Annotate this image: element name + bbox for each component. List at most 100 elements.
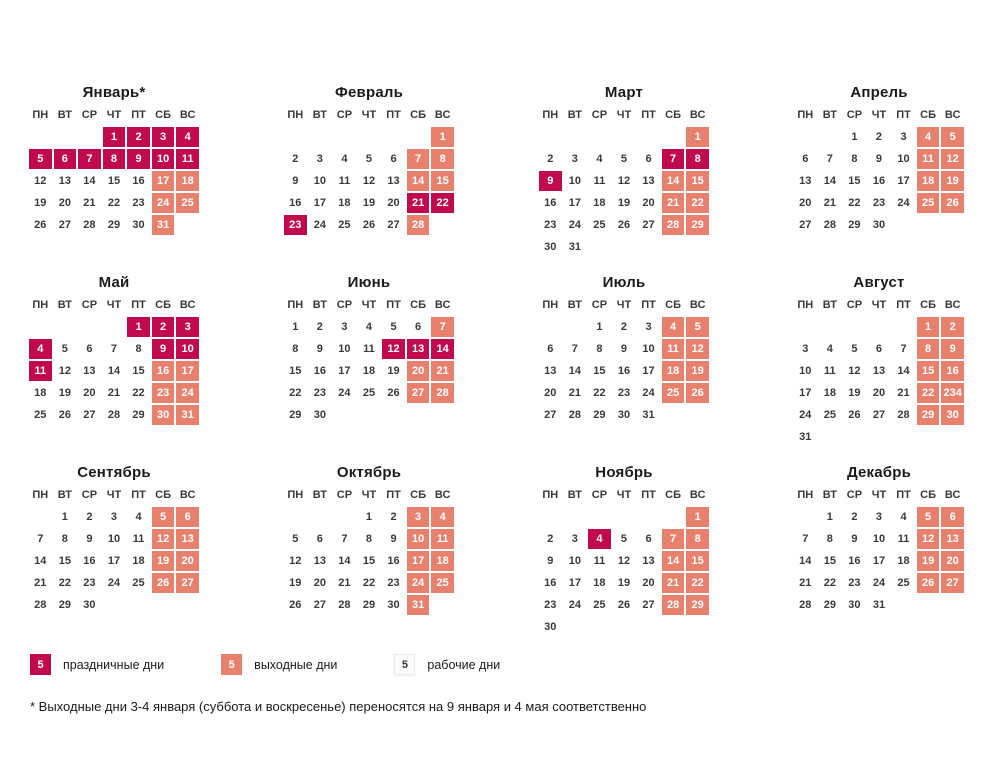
- day-cell: 9: [940, 338, 965, 360]
- day-cell: 19: [916, 550, 941, 572]
- day-cell: 16: [872, 175, 886, 187]
- day-cell: 23: [848, 577, 861, 589]
- day-cell: 4: [175, 126, 200, 148]
- day-cell: 12: [848, 365, 861, 377]
- weekday-label: СБ: [665, 109, 682, 121]
- weekday-label: ВТ: [57, 489, 72, 501]
- empty-cell: [102, 594, 127, 616]
- empty-cell: [587, 616, 612, 638]
- day-cell: 3: [151, 126, 176, 148]
- day-cell: 16: [132, 175, 145, 187]
- day-cell: 16: [617, 365, 631, 377]
- empty-cell: [685, 236, 710, 258]
- day-cell: 23: [617, 387, 631, 399]
- day-cell: 13: [642, 175, 655, 187]
- day-cell: 21: [823, 197, 836, 209]
- week-row: 27 28 29 30 31: [538, 404, 710, 426]
- legend-label-weekends: выходные дни: [254, 657, 338, 672]
- day-cell: 9: [547, 555, 554, 567]
- day-cell: 12: [58, 365, 71, 377]
- empty-cell: [406, 126, 431, 148]
- day-cell: 31: [872, 599, 886, 611]
- day-cell: 6: [875, 343, 883, 355]
- weekday-label: ЧТ: [106, 489, 122, 501]
- day-cell: 20: [799, 197, 812, 209]
- day-cell: 28: [83, 219, 96, 231]
- weekday-label: ВТ: [822, 489, 837, 501]
- day-cell: 12: [151, 528, 176, 550]
- weekday-label: СР: [846, 299, 863, 311]
- day-cell: 20: [642, 577, 655, 589]
- weekday-label: СБ: [155, 109, 172, 121]
- weekday-label: СР: [336, 489, 353, 501]
- empty-cell: [381, 126, 406, 148]
- day-cell: 22: [107, 197, 121, 209]
- day-cell: 26: [151, 572, 176, 594]
- day-cell: 13: [642, 555, 655, 567]
- day-cell: 29: [362, 599, 376, 611]
- weekday-header: ПН ВТ СР ЧТ ПТ СБ ВС: [28, 486, 200, 506]
- weekday-label: ВТ: [312, 489, 327, 501]
- day-cell: 11: [593, 555, 606, 567]
- empty-cell: [916, 214, 941, 236]
- day-cell: 7: [110, 343, 118, 355]
- week-row: 17 18 19 20 21 22 234: [793, 382, 965, 404]
- empty-cell: [612, 236, 637, 258]
- day-cell: 20: [872, 387, 886, 399]
- empty-cell: [357, 404, 382, 426]
- day-cell: 15: [848, 175, 861, 187]
- weekday-label: ПТ: [641, 489, 656, 501]
- day-cell: 5: [390, 321, 397, 333]
- day-cell: 31: [175, 404, 200, 426]
- empty-cell: [793, 316, 818, 338]
- weekday-label: ПТ: [641, 299, 656, 311]
- day-cell: 1: [685, 126, 710, 148]
- day-cell: 8: [61, 533, 68, 545]
- day-cell: 11: [430, 528, 455, 550]
- empty-cell: [381, 404, 406, 426]
- week-row: 29 30: [283, 404, 455, 426]
- day-cell: 22: [823, 577, 836, 589]
- weekday-label: ВТ: [312, 299, 327, 311]
- week-row: 1: [283, 126, 455, 148]
- day-cell: 1: [826, 511, 833, 523]
- day-cell: 15: [107, 175, 121, 187]
- day-cell: 21: [83, 197, 96, 209]
- day-cell: 14: [338, 555, 351, 567]
- empty-cell: [842, 316, 867, 338]
- empty-cell: [793, 126, 818, 148]
- day-cell: 23: [544, 219, 557, 231]
- day-cell: 8: [685, 148, 710, 170]
- day-cell: 12: [34, 175, 47, 187]
- day-cell: 10: [338, 343, 351, 355]
- weekday-label: ВС: [944, 299, 961, 311]
- empty-cell: [867, 426, 892, 448]
- weekday-label: ПН: [32, 489, 49, 501]
- weekday-label: ПН: [542, 489, 559, 501]
- week-row: 28 29 30: [28, 594, 200, 616]
- day-cell: 5: [685, 316, 710, 338]
- day-cell: 13: [313, 555, 326, 567]
- day-cell: 6: [390, 153, 397, 165]
- day-cell: 10: [313, 175, 326, 187]
- day-cell: 3: [406, 506, 431, 528]
- day-cell: 14: [661, 550, 686, 572]
- day-cell: 6: [415, 321, 422, 333]
- empty-cell: [77, 126, 102, 148]
- empty-cell: [891, 594, 916, 616]
- empty-cell: [891, 214, 916, 236]
- day-cell: 23: [83, 577, 96, 589]
- day-cell: 13: [58, 175, 71, 187]
- weekday-label: ВС: [179, 109, 196, 121]
- day-cell: 25: [338, 219, 351, 231]
- day-cell: 22: [848, 197, 861, 209]
- empty-cell: [916, 594, 941, 616]
- day-cell: 3: [175, 316, 200, 338]
- day-cell: 21: [661, 572, 686, 594]
- month-february: Февраль ПН ВТ СР ЧТ ПТ СБ ВС 1 2 3 4 5 6 7 8 9 10 11 12 13 14…: [283, 84, 455, 258]
- day-cell: 11: [132, 533, 145, 545]
- weekday-label: ВС: [434, 299, 451, 311]
- day-cell: 5: [28, 148, 53, 170]
- month-title-march: Март: [604, 84, 644, 101]
